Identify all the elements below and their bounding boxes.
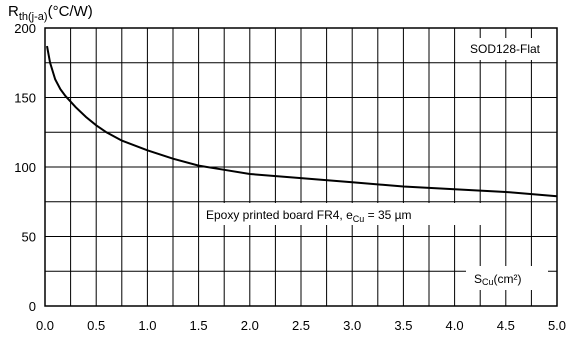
x-tick-label: 5.0 xyxy=(548,318,566,333)
x-tick-label: 4.5 xyxy=(497,318,515,333)
annotation-box xyxy=(201,203,481,225)
y-axis-label: Rth(j-a)(°C/W) xyxy=(8,3,93,23)
x-tick-label: 2.5 xyxy=(292,318,310,333)
grid xyxy=(44,27,558,307)
y-tick-label: 200 xyxy=(14,21,36,36)
x-tick-label: 3.0 xyxy=(343,318,361,333)
y-tick-label: 50 xyxy=(22,230,36,245)
package-label-box xyxy=(459,38,551,60)
x-axis-label: SCu(cm²) xyxy=(474,272,522,287)
annotation-text: Epoxy printed board FR4, eCu = 35 µm xyxy=(206,208,412,224)
x-tick-label: 0.0 xyxy=(36,318,54,333)
y-tick-label: 100 xyxy=(14,160,36,175)
x-tick-label: 1.0 xyxy=(138,318,156,333)
series-line xyxy=(46,45,558,198)
x-tick-label: 3.5 xyxy=(394,318,412,333)
y-tick-label: 0 xyxy=(29,299,36,314)
y-tick-label: 150 xyxy=(14,91,36,106)
x-tick-label: 2.0 xyxy=(241,318,259,333)
x-tick-label: 1.5 xyxy=(190,318,208,333)
x-axis-label-box xyxy=(466,266,548,290)
package-label: SOD128-Flat xyxy=(470,42,541,56)
x-tick-label: 0.5 xyxy=(87,318,105,333)
plot-frame xyxy=(44,27,558,307)
tick-labels: 0.0 0.5 1.0 1.5 2.0 2.5 3.0 3.5 4.0 4.5 5.0 0 50 100 1… xyxy=(14,21,566,333)
x-tick-label: 4.0 xyxy=(446,318,464,333)
